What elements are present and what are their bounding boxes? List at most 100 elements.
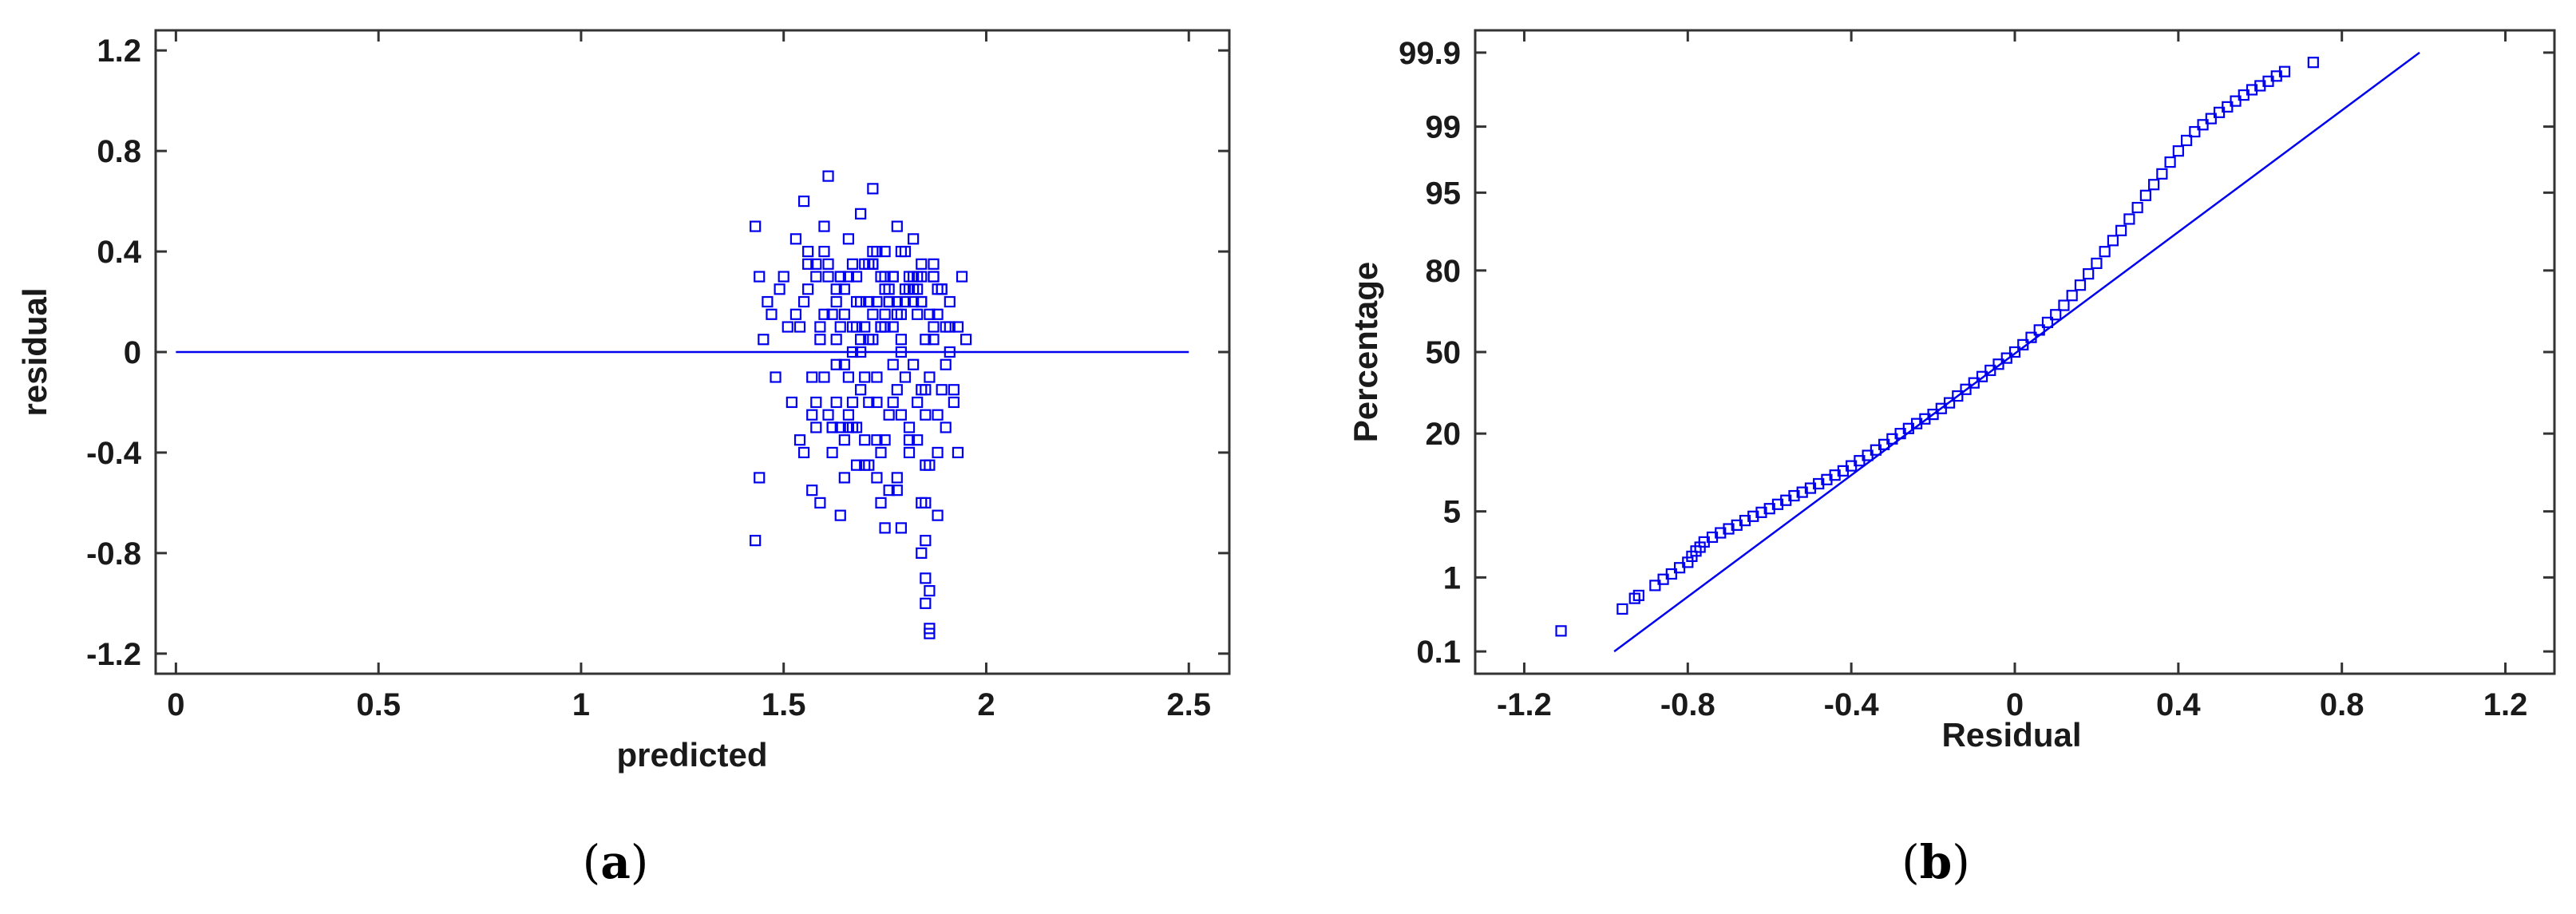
data-point-a [887, 321, 899, 333]
data-point-b [1755, 506, 1767, 518]
data-point-b [2230, 95, 2242, 107]
data-point-a [754, 472, 766, 484]
x-axis-title-b: Residual [1941, 716, 2081, 754]
data-point-a [895, 522, 907, 534]
data-point-a [871, 472, 883, 484]
data-point-a [944, 346, 956, 358]
data-point-a [928, 271, 940, 283]
data-point-a [924, 459, 936, 471]
data-point-b [1984, 364, 1996, 377]
data-point-b [2123, 213, 2135, 225]
y-tick-label-b: 50 [1426, 335, 1462, 370]
data-point-a [846, 346, 859, 358]
data-point-a [822, 271, 834, 283]
data-point-a [842, 233, 855, 245]
x-tick-label-b: 0.4 [2156, 687, 2201, 722]
data-point-b [2083, 268, 2095, 280]
y-tick-label-a: 0 [124, 335, 141, 370]
y-tick-label-b: 95 [1426, 176, 1462, 211]
y-tick-label-a: 0.4 [97, 235, 141, 270]
data-point-a [838, 472, 850, 484]
x-tick-label-b: 0 [2006, 687, 2024, 722]
data-point-a [802, 283, 814, 295]
data-point-a [912, 434, 924, 446]
data-point-a [871, 295, 883, 308]
data-point-a [871, 434, 883, 446]
data-point-a [863, 334, 875, 346]
data-point-a [806, 371, 818, 383]
data-point-a [920, 409, 932, 421]
data-point-a [797, 195, 810, 208]
data-point-a [916, 547, 928, 559]
data-point-b [2156, 168, 2168, 180]
data-point-a [948, 384, 960, 396]
data-point-b [2050, 309, 2062, 321]
data-point-b [2058, 299, 2070, 311]
data-point-a [899, 283, 912, 295]
data-point-a [818, 245, 830, 258]
data-point-a [903, 434, 916, 446]
data-point-a [875, 497, 887, 509]
data-point-a [887, 358, 899, 370]
y-tick-label-b: 80 [1426, 254, 1462, 289]
data-point-a [924, 308, 936, 320]
data-point-a [879, 308, 891, 320]
data-point-a [863, 459, 875, 471]
y-tick-label-b: 0.1 [1416, 635, 1461, 670]
data-point-a [830, 283, 842, 295]
y-tick-label-a: -1.2 [86, 637, 141, 672]
data-point-a [822, 409, 834, 421]
data-point-a [855, 295, 867, 308]
data-point-b [1968, 377, 1980, 389]
panel-label-close-a: ) [631, 835, 649, 889]
data-point-a [895, 409, 907, 421]
plot-area-b [1474, 29, 2556, 675]
data-point-b [2033, 324, 2045, 336]
data-point-a [871, 396, 883, 409]
data-point-b [2189, 125, 2201, 138]
data-point-a [806, 409, 818, 421]
data-point-b [1632, 589, 1644, 602]
panel-label-letter-a: a [600, 835, 631, 889]
panel-label-letter-b: b [1920, 835, 1953, 889]
data-point-b [1649, 580, 1661, 592]
data-point-a [850, 321, 863, 333]
data-point-a [956, 271, 968, 283]
data-point-a [932, 308, 944, 320]
panel-label-b: (b) [1901, 835, 1970, 889]
data-point-a [879, 271, 891, 283]
data-point-a [850, 271, 863, 283]
y-tick-label-b: 1 [1443, 560, 1461, 595]
x-tick-label-b: 1.2 [2483, 687, 2528, 722]
data-point-a [899, 295, 912, 308]
data-point-a [810, 421, 822, 433]
data-point-a [810, 396, 822, 409]
data-point-a [920, 572, 932, 584]
data-point-a [855, 208, 867, 220]
data-point-b [2197, 119, 2209, 131]
data-point-b [2278, 65, 2291, 77]
data-point-b [1960, 383, 1972, 395]
data-point-a [818, 308, 830, 320]
data-point-a [859, 434, 871, 446]
data-point-b [1992, 358, 2004, 370]
x-axis-title-a: predicted [616, 736, 767, 774]
data-point-a [789, 233, 802, 245]
data-point-a [826, 308, 838, 320]
data-point-a [924, 371, 936, 383]
data-point-a [903, 446, 916, 459]
data-point-a [916, 271, 928, 283]
data-point-b [1616, 603, 1628, 615]
y-tick-label-b: 99.9 [1399, 36, 1461, 71]
data-point-a [855, 334, 867, 346]
y-axis-title-b: Percentage [1347, 262, 1384, 442]
x-tick-label-a: 2 [977, 687, 995, 722]
x-tick-label-b: -1.2 [1497, 687, 1552, 722]
data-point-a [859, 371, 871, 383]
data-point-a [822, 170, 834, 182]
data-point-a [826, 421, 838, 433]
data-point-a [932, 283, 944, 295]
data-point-a [830, 358, 842, 370]
data-point-a [814, 321, 826, 333]
data-point-a [908, 233, 920, 245]
